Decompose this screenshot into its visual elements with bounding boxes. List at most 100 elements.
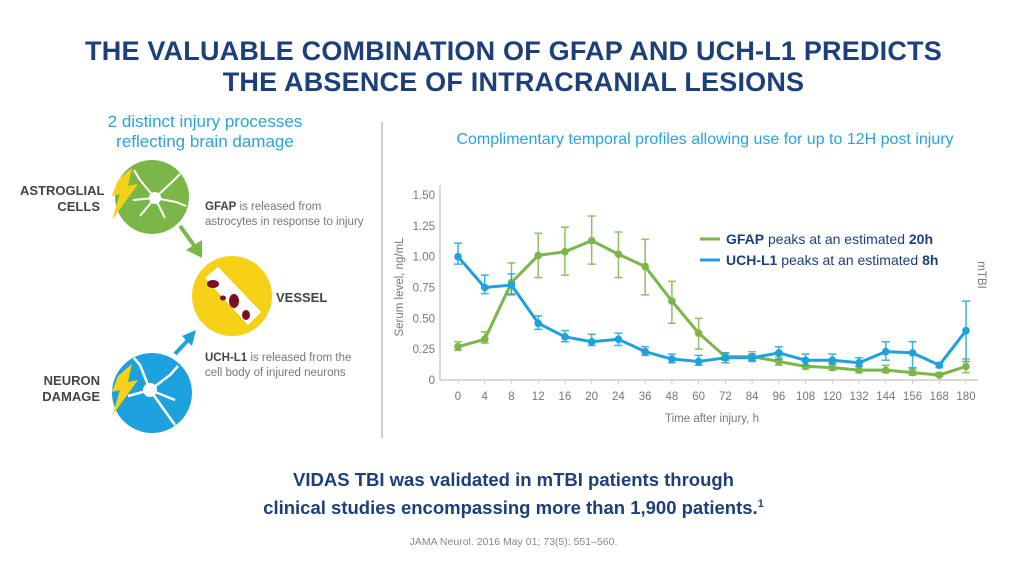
arrow-to-vessel-icon bbox=[178, 224, 202, 258]
uch-l1-point bbox=[480, 283, 489, 292]
legend-legend-rest: peaks at an estimated bbox=[777, 252, 922, 268]
gfap-point bbox=[668, 297, 676, 305]
uch-text-2: cell body of injured neurons bbox=[205, 367, 346, 379]
gfap-point bbox=[908, 368, 917, 377]
astroglial-cell-icon bbox=[112, 160, 189, 234]
slide-title: THE VALUABLE COMBINATION OF GFAP AND UCH… bbox=[0, 36, 1027, 98]
legend-legend-peak: 20h bbox=[909, 231, 933, 247]
astroglial-label: ASTROGLIAL CELLS bbox=[20, 183, 105, 215]
footnote-marker: 1 bbox=[757, 498, 764, 510]
gfap-line bbox=[457, 239, 967, 377]
x-tick-label: 60 bbox=[692, 391, 705, 403]
y-tick-label: 1.50 bbox=[413, 190, 435, 202]
x-tick-label: 84 bbox=[746, 391, 759, 403]
neuron-line-2: DAMAGE bbox=[42, 389, 100, 404]
uch-l1-point bbox=[908, 349, 917, 357]
uch-l1-point bbox=[534, 319, 543, 328]
x-tick-label: 72 bbox=[719, 391, 732, 403]
uch-l1-point bbox=[641, 347, 649, 356]
line-chart: 00.250.500.751.001.251.500 4 8 12 16 20 24 36 48… bbox=[394, 185, 987, 425]
x-axis-label: Time after injury, h bbox=[665, 413, 759, 425]
gfap-point bbox=[534, 251, 543, 260]
uch-l1-point bbox=[775, 349, 783, 357]
y-tick-label: 0.50 bbox=[413, 313, 435, 325]
gfap-point bbox=[480, 335, 489, 344]
x-tick-label: 132 bbox=[849, 391, 868, 403]
gfap-point bbox=[454, 342, 462, 351]
chart-title: Complimentary temporal profiles allowing… bbox=[456, 131, 954, 148]
x-tick-label: 96 bbox=[772, 391, 785, 403]
x-tick-label: 120 bbox=[823, 391, 842, 403]
x-tick-label: 16 bbox=[559, 391, 572, 403]
gfap-text-1: is released from bbox=[236, 201, 322, 213]
injury-diagram bbox=[112, 160, 272, 433]
uch-bold: UCH-L1 bbox=[205, 352, 248, 364]
bottom-statement: VIDAS TBI was validated in mTBI patients… bbox=[0, 468, 1027, 520]
gfap-point bbox=[561, 247, 569, 256]
uch-l1-point bbox=[962, 326, 970, 335]
y-tick-label: 0.25 bbox=[413, 344, 435, 356]
uch-text-1: is released from the bbox=[247, 352, 352, 364]
neuron-line-1: NEURON bbox=[43, 373, 100, 388]
y-tick-label: 0 bbox=[429, 375, 435, 387]
uch-l1-point bbox=[935, 361, 944, 369]
x-tick-label: 108 bbox=[796, 391, 815, 403]
uch-l1-point bbox=[748, 354, 756, 362]
uch-l1-point bbox=[561, 333, 569, 341]
uch-l1-point bbox=[587, 337, 596, 346]
bottom-line-2: clinical studies encompassing more than … bbox=[263, 497, 758, 519]
legend-name: UCH-L1 bbox=[726, 252, 778, 268]
legend-legend-peak: 8h bbox=[922, 252, 938, 268]
x-tick-label: 12 bbox=[532, 391, 545, 403]
arrow-from-neuron-icon bbox=[173, 330, 196, 356]
x-tick-label: 156 bbox=[903, 391, 922, 403]
uch-l1-legend: UCH-L1 peaks at an estimated 8h bbox=[726, 252, 938, 268]
gfap-point bbox=[935, 371, 944, 379]
reference: JAMA Neurol. 2016 May 01; 73(5): 551–560… bbox=[409, 536, 618, 548]
uch-l1-line bbox=[456, 255, 968, 367]
title-line-1: THE VALUABLE COMBINATION OF GFAP AND UCH… bbox=[85, 36, 942, 66]
gfap-legend: GFAP peaks at an estimated 20h bbox=[726, 231, 933, 247]
legend-name: GFAP bbox=[726, 231, 764, 247]
left-heading-line-2: reflecting brain damage bbox=[116, 132, 294, 151]
x-tick-label: 20 bbox=[585, 391, 598, 403]
x-tick-label: 48 bbox=[665, 391, 678, 403]
vessel-label: VESSEL bbox=[276, 290, 328, 305]
x-tick-label: 180 bbox=[956, 391, 975, 403]
x-tick-label: 36 bbox=[639, 391, 652, 403]
y-tick-label: 1.25 bbox=[413, 221, 435, 233]
gfap-point bbox=[587, 236, 596, 245]
uch-l1-point bbox=[507, 281, 516, 289]
uch-l1-point bbox=[855, 358, 863, 367]
x-tick-label: 24 bbox=[612, 391, 625, 403]
y-tick-label: 0.75 bbox=[413, 283, 435, 295]
astroglial-line-1: ASTROGLIAL bbox=[20, 183, 105, 198]
uch-l1-point bbox=[828, 356, 837, 365]
left-heading-line-1: 2 distinct injury processes bbox=[107, 112, 303, 131]
bottom-line-1: VIDAS TBI was validated in mTBI patients… bbox=[293, 469, 734, 490]
uch-l1-point bbox=[721, 354, 730, 362]
gfap-point bbox=[828, 363, 837, 372]
left-heading: 2 distinct injury processes reflecting b… bbox=[60, 112, 350, 152]
x-tick-label: 0 bbox=[455, 391, 461, 403]
x-tick-label: 168 bbox=[930, 391, 949, 403]
gfap-point bbox=[962, 362, 970, 371]
uch-l1-point bbox=[668, 355, 676, 363]
gfap-point bbox=[641, 262, 649, 271]
uch-l1-point bbox=[614, 335, 623, 344]
x-tick-label: 8 bbox=[508, 391, 514, 403]
gfap-point bbox=[614, 250, 623, 258]
x-tick-label: 4 bbox=[482, 391, 489, 403]
uch-l1-point bbox=[454, 252, 462, 261]
gfap-point bbox=[855, 366, 863, 374]
gfap-description: GFAP is released from astrocytes in resp… bbox=[205, 200, 364, 230]
uch-l1-point bbox=[694, 357, 703, 366]
title-line-2: THE ABSENCE OF INTRACRANIAL LESIONS bbox=[222, 67, 805, 97]
astroglial-line-2: CELLS bbox=[57, 199, 100, 214]
uch-description: UCH-L1 is released from the cell body of… bbox=[205, 351, 351, 381]
gfap-bold: GFAP bbox=[205, 201, 237, 213]
side-label: mTBI bbox=[975, 261, 987, 288]
x-tick-label: 144 bbox=[876, 391, 896, 403]
neuron-label: NEURON DAMAGE bbox=[20, 373, 100, 405]
